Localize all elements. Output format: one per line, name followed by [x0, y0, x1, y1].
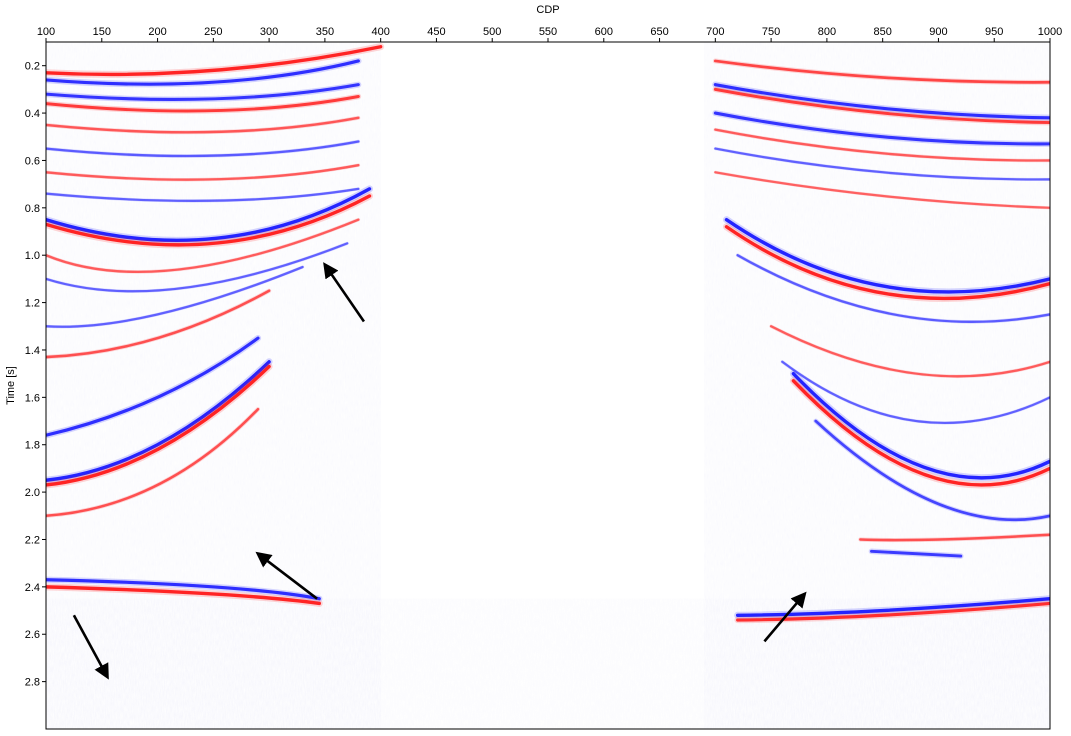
y-tick-label: 2.4	[25, 582, 40, 594]
y-tick-label: 0.8	[25, 203, 40, 215]
y-tick-label: 2.6	[25, 629, 40, 641]
reflector-left-8	[46, 187, 372, 242]
x-tick-label: 150	[93, 26, 111, 38]
x-tick-label: 850	[873, 26, 891, 38]
x-tick-label: 300	[260, 26, 278, 38]
y-tick-label: 2.2	[25, 534, 40, 546]
reflector-left-10	[46, 218, 360, 274]
x-tick-label: 950	[985, 26, 1003, 38]
y-tick-label: 1.4	[25, 345, 40, 357]
x-tick-label: 200	[148, 26, 166, 38]
reflector-right-25	[714, 147, 1050, 181]
reflector-left-13	[46, 289, 271, 359]
reflector-left-15	[46, 360, 271, 482]
x-tick-label: 550	[539, 26, 557, 38]
reflector-right-27	[724, 217, 1050, 294]
y-tick-label: 0.2	[25, 61, 40, 73]
reflector-left-12	[46, 265, 304, 328]
x-tick-label: 250	[204, 26, 222, 38]
x-tick-label: 700	[706, 26, 724, 38]
reflector-right-30	[769, 325, 1050, 378]
x-tick-label: 100	[37, 26, 55, 38]
x-tick-label: 600	[595, 26, 613, 38]
reflector-right-21	[713, 83, 1050, 120]
deep-texture	[46, 598, 1050, 729]
y-tick-label: 1.8	[25, 440, 40, 452]
reflector-right-26	[714, 171, 1050, 209]
y-axis-label: Time [s]	[5, 366, 17, 405]
reflector-right-20	[713, 59, 1050, 84]
reflector-left-19	[46, 585, 322, 606]
y-axis: 0.2 0.4 0.6 0.8 1.0 1.2 1.4 1.6 1.8 2.0 2.2 2.4 2.6 2…	[25, 61, 46, 689]
x-tick-label: 900	[929, 26, 947, 38]
reflector-left-4	[46, 116, 360, 134]
x-axis: 100 150 200 250 300 350 400 450 500 550 600 650 700 7…	[37, 26, 1062, 42]
reflector-left-16	[46, 364, 271, 487]
reflector-left-0	[46, 45, 383, 77]
reflector-right-35	[859, 533, 1050, 542]
reflector-right-23	[713, 111, 1050, 146]
y-tick-label: 1.0	[25, 250, 40, 262]
x-tick-label: 350	[316, 26, 334, 38]
annotation-arrow-4	[763, 591, 807, 643]
x-axis-label: CDP	[536, 4, 559, 16]
x-tick-label: 800	[818, 26, 836, 38]
reflector-right-24	[714, 128, 1050, 162]
reflector-right-32	[791, 371, 1050, 480]
reflector-right-34	[814, 419, 1050, 522]
reflector-right-22	[713, 87, 1050, 125]
reflector-right-36	[870, 549, 963, 558]
annotation-arrow-2	[255, 551, 318, 600]
x-tick-label: 750	[762, 26, 780, 38]
y-tick-label: 2.8	[25, 677, 40, 689]
y-tick-label: 2.0	[25, 487, 40, 499]
y-tick-label: 0.6	[25, 155, 40, 167]
reflector-left-17	[46, 407, 260, 518]
reflector-left-6	[46, 164, 360, 181]
reflector-left-18	[46, 578, 321, 601]
annotation-arrow-3	[72, 614, 109, 680]
reflector-left-3	[46, 95, 360, 113]
y-tick-label: 1.2	[25, 298, 40, 310]
y-tick-label: 0.4	[25, 108, 40, 120]
x-tick-label: 450	[427, 26, 445, 38]
x-tick-label: 500	[483, 26, 501, 38]
reflector-left-5	[46, 140, 360, 158]
reflector-left-7	[46, 187, 360, 202]
reflector-right-37	[735, 597, 1050, 617]
reflector-left-14	[46, 336, 260, 437]
x-tick-label: 1000	[1038, 26, 1062, 38]
y-tick-label: 1.6	[25, 392, 40, 404]
reflector-right-29	[736, 254, 1050, 323]
annotation-arrow-1	[323, 262, 366, 323]
annotations-layer	[72, 262, 807, 680]
reflector-right-28	[724, 225, 1050, 301]
reflector-left-2	[46, 83, 360, 101]
x-tick-label: 400	[371, 26, 389, 38]
reflectors-layer	[46, 43, 1050, 624]
reflector-left-11	[46, 242, 349, 293]
reflector-right-38	[736, 601, 1050, 622]
x-tick-label: 650	[650, 26, 668, 38]
reflector-left-9	[46, 194, 372, 247]
reflector-right-33	[791, 379, 1050, 487]
reflector-left-1	[46, 59, 360, 86]
reflector-right-31	[781, 360, 1050, 425]
